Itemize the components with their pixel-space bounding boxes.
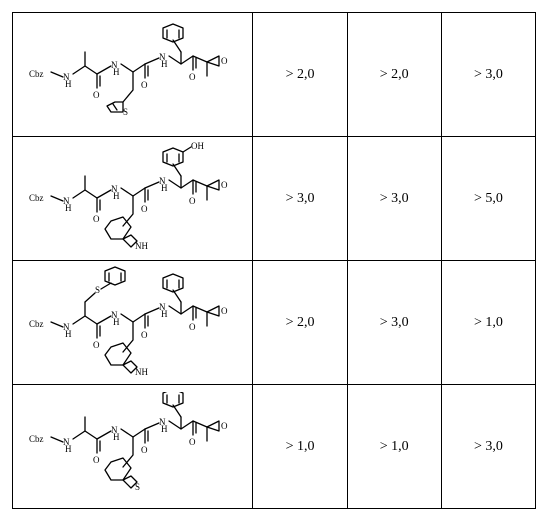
- svg-text:NH: NH: [135, 241, 148, 251]
- svg-text:H: H: [113, 67, 120, 77]
- value: > 2,0: [286, 315, 315, 330]
- structure-cell: Cbz NH O NH O S NH O O: [13, 385, 253, 509]
- table-row: Cbz NH O NH O NH NH OH O O > 3,0 > 3,0 >…: [13, 137, 536, 261]
- value: > 5,0: [474, 191, 503, 206]
- value: > 3,0: [474, 67, 503, 82]
- value-cell: > 2,0: [253, 13, 347, 137]
- value-cell: > 1,0: [441, 261, 535, 385]
- svg-text:O: O: [221, 180, 228, 190]
- cbz-label: Cbz: [29, 434, 44, 444]
- structure-cell: Cbz NH O NH O NH NH OH O O: [13, 137, 253, 261]
- svg-text:S: S: [95, 285, 100, 295]
- svg-text:S: S: [135, 482, 140, 492]
- svg-text:O: O: [189, 196, 196, 206]
- table-row: Cbz NH O NH O S NH O O > 1,0 > 1,0 > 3,0: [13, 385, 536, 509]
- svg-text:H: H: [161, 424, 168, 434]
- svg-text:O: O: [189, 72, 196, 82]
- value: > 1,0: [380, 439, 409, 454]
- cbz-label: Cbz: [29, 69, 44, 79]
- value: > 3,0: [474, 439, 503, 454]
- svg-text:O: O: [221, 421, 228, 431]
- value: > 3,0: [380, 315, 409, 330]
- value-cell: > 5,0: [441, 137, 535, 261]
- svg-text:H: H: [65, 329, 72, 339]
- chemical-structure-icon: Cbz NH O NH O S NH O O: [23, 392, 243, 502]
- svg-text:H: H: [65, 444, 72, 454]
- svg-text:H: H: [113, 317, 120, 327]
- value-cell: > 3,0: [441, 13, 535, 137]
- svg-text:NH: NH: [135, 367, 148, 377]
- svg-text:O: O: [141, 204, 148, 214]
- structure-cell: Cbz NH S O NH O NH NH O O: [13, 261, 253, 385]
- table-row: Cbz NH O NH O S NH O O > 2,0 > 2,0 > 3,0: [13, 13, 536, 137]
- svg-text:O: O: [221, 306, 228, 316]
- svg-text:S: S: [123, 107, 128, 117]
- value-cell: > 1,0: [253, 385, 347, 509]
- svg-text:O: O: [221, 56, 228, 66]
- value: > 1,0: [286, 439, 315, 454]
- value: > 3,0: [380, 191, 409, 206]
- oh-label: OH: [191, 141, 204, 151]
- value-cell: > 1,0: [347, 385, 441, 509]
- value-cell: > 2,0: [253, 261, 347, 385]
- value: > 1,0: [474, 315, 503, 330]
- value-cell: > 3,0: [347, 137, 441, 261]
- svg-text:H: H: [65, 79, 72, 89]
- value: > 2,0: [380, 67, 409, 82]
- value-cell: > 2,0: [347, 13, 441, 137]
- svg-text:H: H: [113, 432, 120, 442]
- svg-text:O: O: [93, 90, 100, 100]
- cbz-label: Cbz: [29, 319, 44, 329]
- svg-text:H: H: [161, 183, 168, 193]
- value: > 3,0: [286, 191, 315, 206]
- svg-text:O: O: [93, 340, 100, 350]
- svg-text:H: H: [161, 309, 168, 319]
- chemical-structure-icon: Cbz NH O NH O NH NH OH O O: [23, 141, 243, 256]
- structure-cell: Cbz NH O NH O S NH O O: [13, 13, 253, 137]
- svg-text:O: O: [189, 437, 196, 447]
- value-cell: > 3,0: [253, 137, 347, 261]
- svg-text:H: H: [65, 203, 72, 213]
- svg-text:O: O: [141, 330, 148, 340]
- svg-text:O: O: [93, 455, 100, 465]
- data-table: Cbz NH O NH O S NH O O > 2,0 > 2,0 > 3,0…: [12, 12, 536, 509]
- svg-text:O: O: [141, 445, 148, 455]
- svg-text:O: O: [93, 214, 100, 224]
- svg-text:O: O: [189, 322, 196, 332]
- chemical-structure-icon: Cbz NH O NH O S NH O O: [23, 22, 243, 127]
- chemical-structure-icon: Cbz NH S O NH O NH NH O O: [23, 265, 243, 380]
- cbz-label: Cbz: [29, 193, 44, 203]
- value: > 2,0: [286, 67, 315, 82]
- table-row: Cbz NH S O NH O NH NH O O > 2,0 > 3,0 > …: [13, 261, 536, 385]
- value-cell: > 3,0: [441, 385, 535, 509]
- value-cell: > 3,0: [347, 261, 441, 385]
- svg-text:O: O: [141, 80, 148, 90]
- svg-text:H: H: [161, 59, 168, 69]
- svg-text:H: H: [113, 191, 120, 201]
